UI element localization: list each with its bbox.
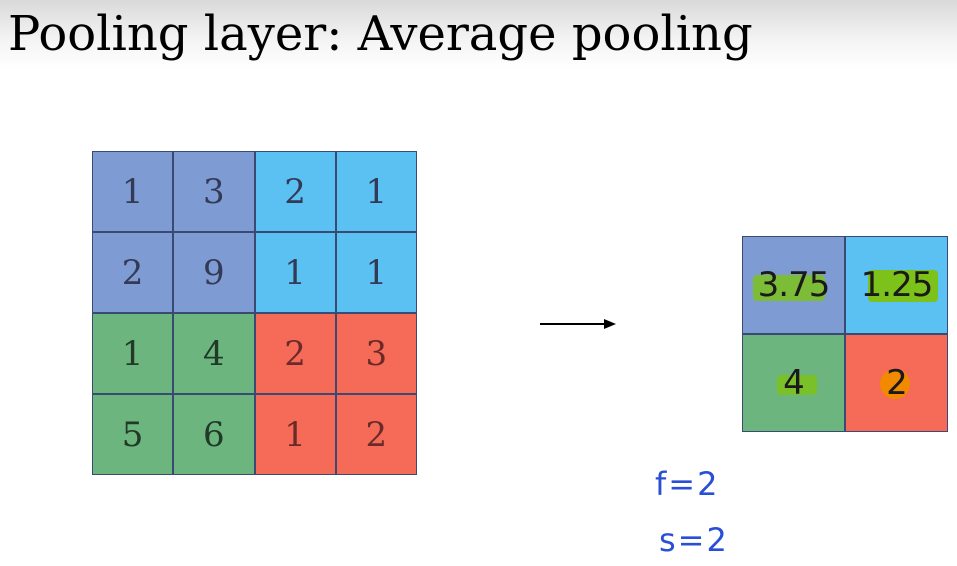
- input-cell: 2: [335, 394, 417, 475]
- input-cell: 3: [173, 151, 255, 232]
- highlight-mark: [880, 369, 910, 399]
- input-cell: 1: [92, 151, 174, 232]
- input-cell: 1: [254, 232, 336, 313]
- input-cell: 6: [173, 394, 255, 475]
- right-arrow-icon: [540, 319, 616, 329]
- output-value: 3.75: [757, 265, 831, 305]
- input-cell: 4: [173, 313, 255, 394]
- stride-note: s=2: [659, 521, 729, 559]
- output-cell: 1.25: [845, 236, 948, 334]
- input-cell: 2: [254, 313, 336, 394]
- input-matrix: 1 3 2 1 2 9 1 1 1 4 2 3 5 6 1 2: [92, 151, 417, 475]
- highlight-mark: [868, 270, 938, 302]
- input-cell: 5: [92, 394, 174, 475]
- filter-size-note: f=2: [655, 465, 720, 503]
- output-value: 2: [886, 363, 908, 403]
- output-cell: 3.75: [742, 236, 845, 334]
- input-cell: 1: [335, 232, 417, 313]
- highlight-mark: [753, 275, 825, 301]
- input-cell: 2: [254, 151, 336, 232]
- output-value: 1.25: [860, 265, 934, 305]
- input-cell: 1: [92, 313, 174, 394]
- page-title: Pooling layer: Average pooling: [8, 6, 753, 62]
- input-cell: 3: [335, 313, 417, 394]
- output-value: 4: [783, 363, 805, 403]
- input-cell: 2: [92, 232, 174, 313]
- highlight-mark: [777, 375, 817, 395]
- input-cell: 1: [335, 151, 417, 232]
- input-cell: 9: [173, 232, 255, 313]
- output-cell: 2: [845, 334, 948, 432]
- output-cell: 4: [742, 334, 845, 432]
- output-matrix: 3.75 1.25 4 2: [742, 236, 948, 432]
- input-cell: 1: [254, 394, 336, 475]
